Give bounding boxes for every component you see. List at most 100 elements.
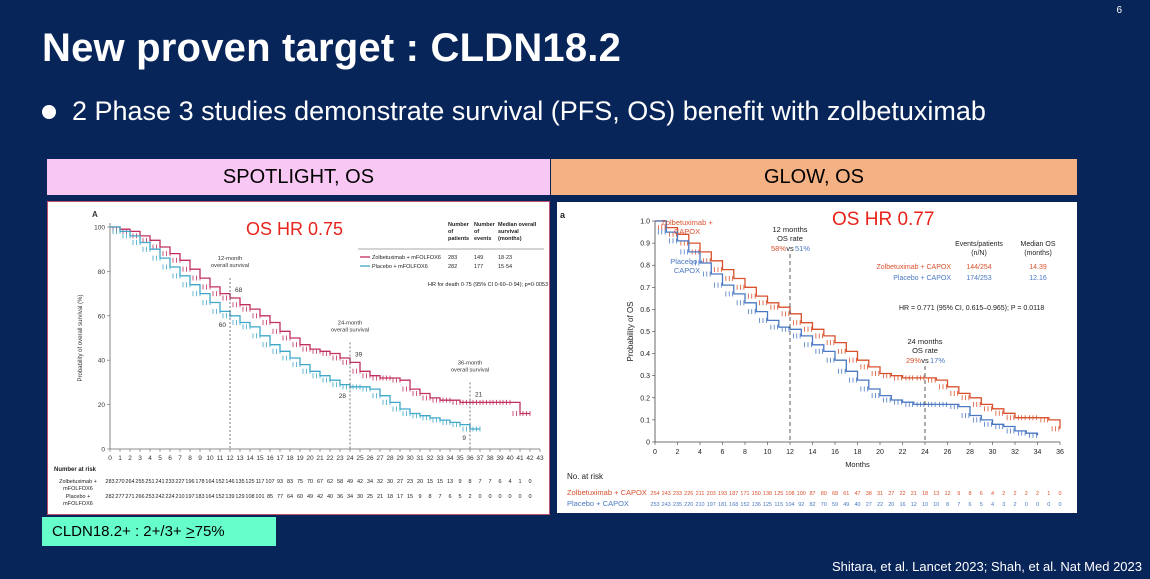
- risk-value: 211: [696, 491, 705, 497]
- risk-value: 108: [785, 491, 794, 497]
- risk-value: 92: [798, 502, 804, 508]
- risk-value: 21: [377, 494, 383, 500]
- risk-value: 125: [245, 479, 254, 485]
- risk-value: 115: [774, 502, 783, 508]
- y-tick-label: 0.2: [640, 395, 650, 402]
- legend-median: 15·54: [498, 264, 512, 270]
- spotlight-header: SPOTLIGHT, OS: [47, 159, 550, 195]
- risk-value: 253: [650, 502, 659, 508]
- risk-value: 1: [1047, 491, 1050, 497]
- x-tick-label: 33: [436, 455, 444, 462]
- legend-table-header: of: [474, 229, 479, 235]
- risk-value: 30: [387, 479, 393, 485]
- risk-value: 241: [155, 479, 164, 485]
- risk-value: 150: [752, 491, 761, 497]
- glow-km-chart: a OS HR 0.77 0 0.1 0.2 0.3 0.4 0.5 0.6 0.7 0.8 0.9 1…: [560, 209, 1064, 508]
- x-tick-label: 18: [286, 455, 294, 462]
- risk-value: 220: [684, 502, 693, 508]
- risk-value: 266: [135, 494, 144, 500]
- annotation-vs: vs: [921, 356, 929, 365]
- risk-value: 164: [205, 494, 214, 500]
- risk-value: 5: [458, 494, 461, 500]
- risk-value: 31: [877, 491, 883, 497]
- legend-patients: 282: [448, 264, 457, 270]
- risk-value: 242: [155, 494, 164, 500]
- legend-events-patients: 144/254: [966, 264, 991, 271]
- spotlight-km-panel: A OS HR 0.75 0 20 40 60 80 100 0 1 2 3 4 5 6 7 8 9 10 11 12 1…: [47, 201, 550, 515]
- x-tick-label: 20: [306, 455, 314, 462]
- legend-series-name: Zolbetuximab + CAPOX: [876, 264, 951, 271]
- legend-series-name: Placebo + mFOLFOX6: [372, 264, 428, 270]
- risk-value: 20: [417, 479, 423, 485]
- x-tick-label: 8: [188, 455, 192, 462]
- risk-value: 197: [707, 502, 716, 508]
- legend-events: 149: [474, 255, 483, 261]
- risk-value: 0: [1047, 502, 1050, 508]
- risk-value: 83: [287, 479, 293, 485]
- legend-table-header: (n/N): [971, 250, 987, 257]
- risk-value: 108: [245, 494, 254, 500]
- legend-table-header: Median overall: [498, 222, 537, 228]
- risk-value: 197: [185, 494, 194, 500]
- risk-row-label: Zolbetuximab +: [59, 479, 97, 485]
- risk-value: 2: [1025, 491, 1028, 497]
- risk-value: 40: [327, 494, 333, 500]
- risk-value: 243: [662, 491, 671, 497]
- risk-value: 20: [888, 502, 894, 508]
- risk-value: 47: [854, 491, 860, 497]
- risk-value: 264: [125, 479, 134, 485]
- tag-ge-symbol: >: [185, 523, 195, 540]
- x-tick-label: 22: [326, 455, 334, 462]
- legend-table-header: Number: [448, 222, 470, 228]
- risk-value: 2: [1013, 502, 1016, 508]
- risk-value: 129: [235, 494, 244, 500]
- risk-value: 49: [307, 494, 313, 500]
- y-tick-label: 0.7: [640, 285, 650, 292]
- risk-value: 30: [357, 494, 363, 500]
- risk-value: 67: [317, 479, 323, 485]
- km-series-line: [110, 226, 530, 415]
- x-tick-label: 41: [516, 455, 524, 462]
- annotation-text: 24-month: [338, 320, 363, 326]
- risk-value: 187: [729, 491, 738, 497]
- risk-value: 2: [468, 494, 471, 500]
- risk-value: 58: [337, 479, 343, 485]
- annotation-value: 51%: [795, 244, 810, 253]
- legend-table-header: Number: [474, 222, 496, 228]
- y-axis-label: Probability of overall survival (%): [78, 294, 84, 381]
- x-tick-label: 12: [226, 455, 234, 462]
- y-tick-label: 40: [98, 358, 106, 365]
- annotation-text: 24 months: [907, 337, 942, 346]
- x-tick-label: 17: [276, 455, 284, 462]
- risk-value: 13: [933, 491, 939, 497]
- risk-value: 18: [922, 491, 928, 497]
- x-tick-label: 34: [446, 455, 454, 462]
- slide-number: 6: [1116, 5, 1122, 16]
- annotation-value: 17%: [930, 356, 945, 365]
- risk-value: 8: [946, 502, 949, 508]
- y-tick-label: 0: [101, 447, 105, 454]
- x-tick-label: 43: [536, 455, 544, 462]
- x-tick-label: 0: [108, 455, 112, 462]
- risk-value: 10: [933, 502, 939, 508]
- risk-value: 271: [125, 494, 134, 500]
- x-tick-label: 39: [496, 455, 504, 462]
- x-axis-label: Months: [845, 460, 870, 469]
- bullet-point: 2 Phase 3 studies demonstrate survival (…: [42, 96, 986, 127]
- risk-value: 68: [832, 491, 838, 497]
- hr-footnote: HR for death 0·75 (95% CI 0·60–0·94); p=…: [428, 282, 548, 288]
- risk-value: 27: [888, 491, 894, 497]
- y-tick-label: 0: [646, 440, 650, 447]
- risk-value: 2: [1002, 491, 1005, 497]
- risk-value: 93: [277, 479, 283, 485]
- x-tick-label: 13: [236, 455, 244, 462]
- risk-value: 4: [991, 502, 994, 508]
- risk-value: 135: [235, 479, 244, 485]
- risk-value: 62: [327, 479, 333, 485]
- risk-value: 254: [650, 491, 659, 497]
- risk-value: 7: [478, 479, 481, 485]
- risk-value: 270: [115, 479, 124, 485]
- risk-value: 34: [367, 479, 373, 485]
- y-tick-label: 0.8: [640, 263, 650, 270]
- annotation-value: 28: [339, 393, 347, 400]
